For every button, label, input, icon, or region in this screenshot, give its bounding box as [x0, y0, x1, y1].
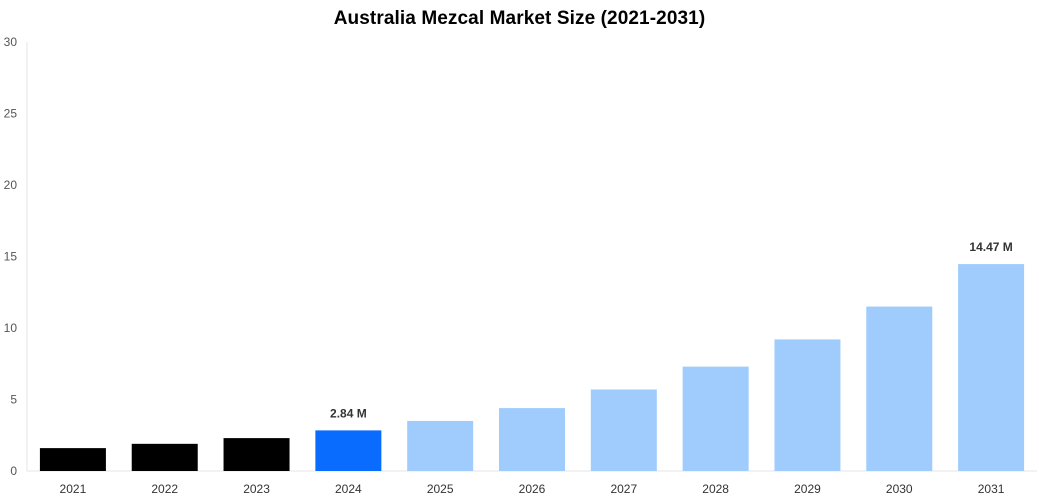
y-tick-label: 20 [4, 178, 18, 192]
bars-group [39, 264, 1025, 471]
bar-2024 [315, 430, 382, 471]
bar-2028 [682, 366, 749, 471]
x-tick-label: 2028 [702, 482, 729, 496]
bar-2023 [223, 438, 290, 471]
y-tick-label: 5 [10, 393, 17, 407]
x-axis-ticks: 2021 2022 2023 2024 2025 2026 2027 2028 2029 2030… [60, 482, 1005, 496]
y-tick-label: 30 [4, 35, 18, 49]
x-tick-label: 2031 [978, 482, 1005, 496]
x-tick-label: 2021 [60, 482, 87, 496]
y-tick-label: 10 [4, 321, 18, 335]
bar-2029 [774, 339, 841, 471]
x-tick-label: 2030 [886, 482, 913, 496]
bar-2025 [407, 420, 474, 471]
y-axis-ticks: 0 5 10 15 20 25 30 [4, 35, 18, 478]
y-tick-label: 15 [4, 250, 18, 264]
bar-2030 [866, 306, 933, 471]
y-tick-label: 0 [10, 464, 17, 478]
data-labels: 2.84 M 14.47 M [330, 240, 1013, 420]
x-tick-label: 2029 [794, 482, 821, 496]
bar-2021 [39, 448, 106, 471]
bar-2027 [590, 389, 657, 471]
x-tick-label: 2026 [519, 482, 546, 496]
bar-2026 [499, 408, 565, 471]
x-tick-label: 2025 [427, 482, 454, 496]
data-label: 2.84 M [330, 406, 367, 420]
x-tick-label: 2023 [243, 482, 270, 496]
x-tick-label: 2024 [335, 482, 362, 496]
x-tick-label: 2027 [610, 482, 637, 496]
data-label: 14.47 M [969, 240, 1012, 254]
x-tick-label: 2022 [151, 482, 178, 496]
chart-title: Australia Mezcal Market Size (2021-2031) [333, 8, 706, 29]
bar-2031 [958, 264, 1025, 471]
y-tick-label: 25 [4, 107, 18, 121]
bar-2022 [131, 443, 198, 471]
